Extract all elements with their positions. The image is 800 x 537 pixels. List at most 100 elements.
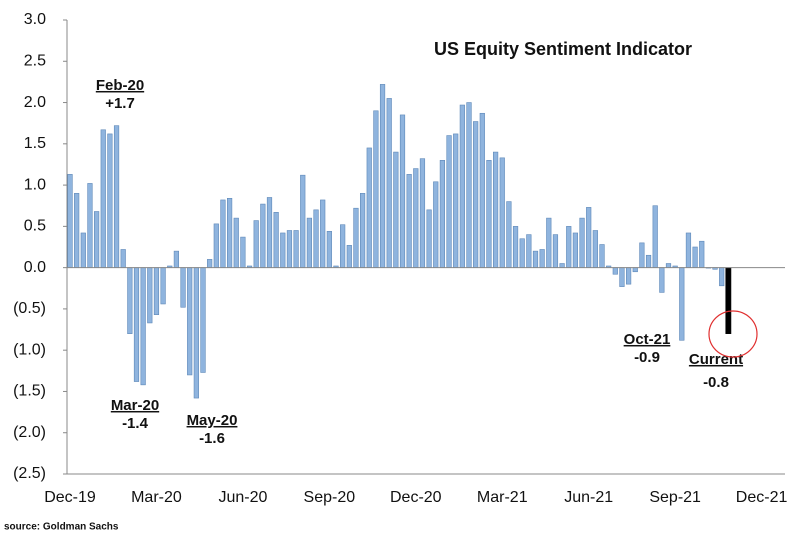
annotation-label: Mar-20 <box>111 397 159 414</box>
y-tick-label: 3.0 <box>24 11 46 28</box>
bar <box>393 151 399 268</box>
bar <box>532 250 539 268</box>
bar <box>67 174 73 268</box>
annotation-value: -1.6 <box>199 430 225 447</box>
bar <box>459 104 465 268</box>
bar <box>113 125 120 268</box>
bar <box>632 267 638 273</box>
annotation-value: -1.4 <box>122 415 149 432</box>
bar <box>120 249 126 268</box>
bar <box>153 267 160 315</box>
bar <box>526 234 532 268</box>
bar <box>286 230 293 268</box>
y-tick-label: 2.0 <box>24 94 46 111</box>
bar <box>559 263 565 268</box>
bar <box>466 102 472 268</box>
bar <box>366 147 372 268</box>
x-tick-label: Jun-21 <box>564 489 613 506</box>
bar <box>100 129 106 268</box>
chart-title: US Equity Sentiment Indicator <box>434 39 692 59</box>
bar <box>207 259 213 268</box>
bar <box>599 244 605 268</box>
bar <box>280 232 286 268</box>
bar <box>446 135 452 268</box>
y-tick-label: 2.5 <box>24 52 46 69</box>
bar <box>140 267 146 386</box>
bar <box>566 226 572 268</box>
bar <box>552 234 559 268</box>
bar <box>586 207 592 268</box>
bar <box>419 158 426 268</box>
bar <box>473 121 479 268</box>
bar <box>612 267 618 275</box>
bar <box>645 254 652 268</box>
annotation-label: Feb-20 <box>96 77 144 94</box>
x-tick-label: Jun-20 <box>218 489 267 506</box>
bar <box>579 217 585 268</box>
source: source: Goldman Sachs <box>4 522 119 533</box>
bar <box>679 267 685 341</box>
bar <box>665 263 672 268</box>
annotation-value: -0.8 <box>703 374 729 391</box>
x-tick-label: Sep-20 <box>304 489 356 506</box>
bar <box>127 267 133 334</box>
bar <box>273 212 279 268</box>
annotation-value: -0.9 <box>634 349 660 366</box>
bar <box>572 232 578 268</box>
x-tick-label: Dec-21 <box>736 489 788 506</box>
bar <box>80 232 86 268</box>
bar <box>413 168 419 268</box>
bar <box>652 205 658 268</box>
annotation-value: +1.7 <box>105 95 135 112</box>
bar <box>506 201 512 268</box>
y-tick-label: 1.5 <box>24 135 46 152</box>
bar <box>512 226 519 268</box>
bar <box>320 199 326 268</box>
bar <box>379 84 386 268</box>
bar <box>719 267 725 287</box>
bar <box>180 267 186 308</box>
bar <box>220 199 226 268</box>
bar <box>133 267 140 382</box>
x-tick-label: Dec-19 <box>44 489 96 506</box>
bar <box>300 174 306 268</box>
y-tick-label: 0.5 <box>24 218 46 235</box>
y-tick-label: (1.0) <box>13 341 46 358</box>
bar <box>193 267 199 399</box>
bar <box>107 133 113 268</box>
bar <box>479 112 485 268</box>
bar <box>306 217 313 268</box>
bar <box>240 236 246 268</box>
bar <box>200 267 206 373</box>
bar <box>74 193 80 268</box>
bar <box>659 267 665 293</box>
annotation-label: May-20 <box>187 412 238 429</box>
bar <box>253 220 259 268</box>
bar <box>373 110 379 268</box>
y-tick-label: (2.5) <box>13 465 46 482</box>
bar <box>87 183 93 268</box>
bar <box>492 151 499 268</box>
annotation-label: Current <box>689 351 743 368</box>
bar <box>94 211 100 268</box>
bar <box>499 157 505 268</box>
x-tick-label: Mar-20 <box>131 489 182 506</box>
bar <box>346 245 352 268</box>
bar <box>406 174 412 268</box>
y-tick-label: (0.5) <box>13 300 46 317</box>
bar <box>353 207 359 268</box>
bar <box>266 197 273 268</box>
bar <box>340 224 346 268</box>
x-tick-label: Mar-21 <box>477 489 528 506</box>
y-tick-label: 1.0 <box>24 176 46 193</box>
bar <box>160 267 166 305</box>
highlight-circle <box>708 310 758 358</box>
bar <box>326 231 332 268</box>
bar <box>313 209 319 268</box>
bar <box>453 133 459 268</box>
bar <box>213 223 219 268</box>
bar <box>699 240 705 268</box>
bar <box>439 160 446 268</box>
bar <box>359 193 366 268</box>
bar <box>433 181 439 268</box>
